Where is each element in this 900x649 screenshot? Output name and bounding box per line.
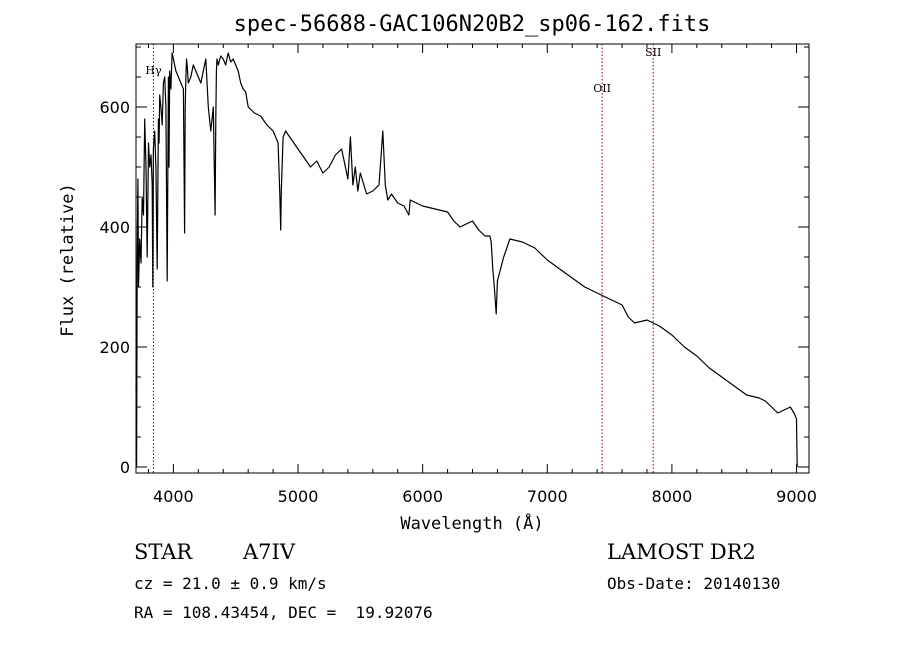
x-tick-label: 9000 [776,487,817,506]
y-tick-label: 600 [99,98,130,117]
marker-label: SII [645,46,661,59]
x-tick-label: 4000 [153,487,194,506]
object-type: STAR [134,540,193,564]
y-axis-tick-labels: 0 200 400 600 [99,98,130,477]
y-axis-ticks [136,46,809,468]
redshift-velocity: cz = 21.0 ± 0.9 km/s [134,574,327,593]
chart-title: spec-56688-GAC106N20B2_sp06-162.fits [234,12,711,37]
x-tick-label: 8000 [652,487,693,506]
spectrum-series [135,52,798,468]
observation-date: Obs-Date: 20140130 [607,574,781,593]
x-axis-ticks [147,44,798,473]
y-axis-label: Flux (relative) [58,183,78,337]
y-tick-label: 400 [99,218,130,237]
plot-frame [135,43,810,474]
y-tick-label: 200 [99,338,130,357]
spectrum-line [135,52,798,468]
x-tick-label: 5000 [278,487,319,506]
subclass: A7IV [243,540,295,564]
x-axis-tick-labels: 4000 5000 6000 7000 8000 9000 [153,487,817,506]
coordinates: RA = 108.43454, DEC = 19.92076 [134,603,433,622]
marker-label: OII [593,82,611,95]
marker-label: Hγ [145,64,162,77]
survey-name: LAMOST DR2 [607,540,756,564]
y-tick-label: 0 [120,458,130,477]
x-tick-label: 6000 [402,487,443,506]
x-axis-label: Wavelength (Å) [400,512,543,534]
spectral-line-markers: Hγ OII SII [145,44,661,473]
x-tick-label: 7000 [527,487,568,506]
